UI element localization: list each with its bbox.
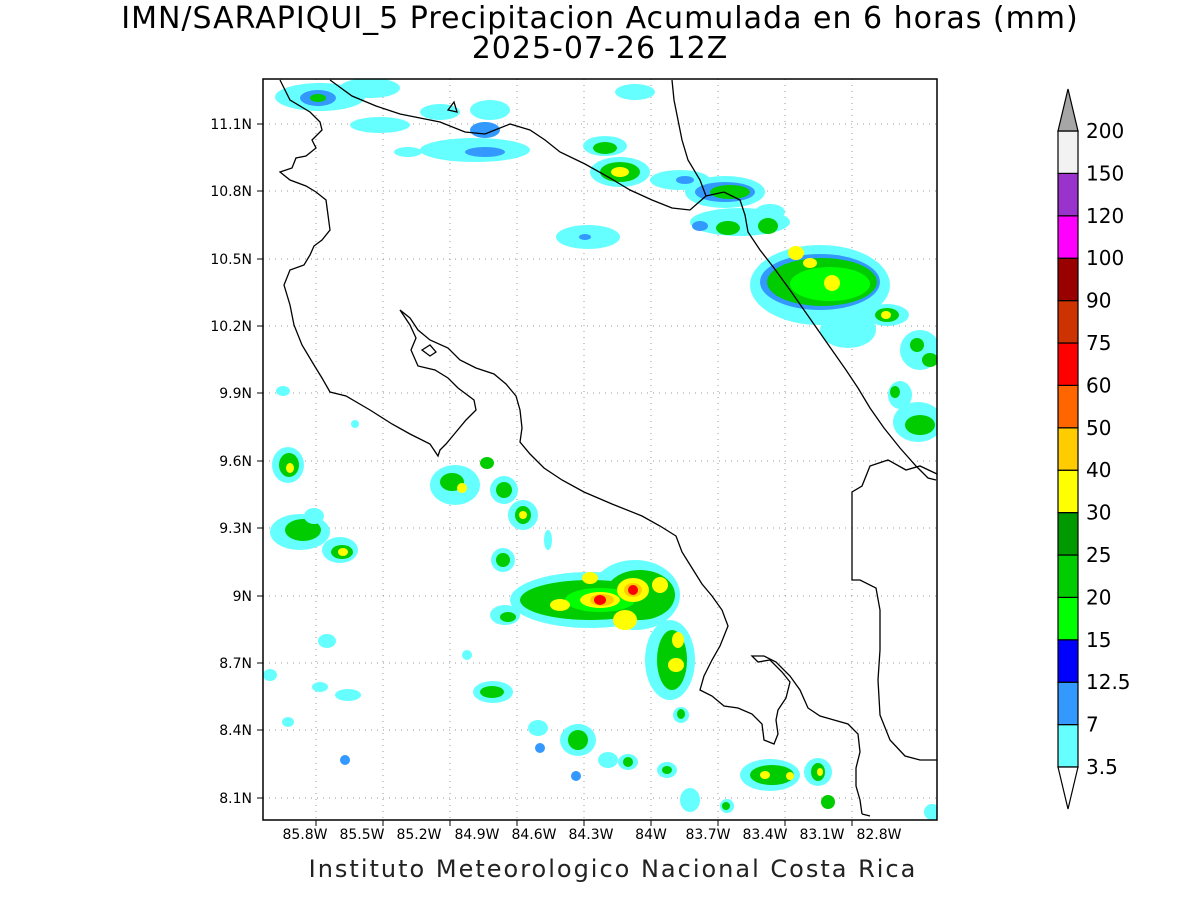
- colorbar-segment: [1057, 215, 1079, 259]
- lon-tick-label: 83.1W: [799, 827, 844, 843]
- colorbar-under-arrow: [1057, 766, 1079, 810]
- colorbar-segment: [1057, 596, 1079, 641]
- colorbar-label: 200: [1086, 119, 1124, 143]
- colorbar-segment: [1057, 172, 1079, 217]
- colorbar-label: 100: [1086, 246, 1124, 270]
- lat-tick-label: 10.8N: [210, 184, 252, 200]
- lat-tick-label: 9.9N: [219, 386, 252, 402]
- colorbar-segment: [1057, 681, 1079, 726]
- colorbar-label: 60: [1086, 373, 1111, 397]
- colorbar-over-arrow: [1057, 88, 1079, 132]
- colorbar-label: 50: [1086, 416, 1111, 440]
- lon-tick-label: 84.9W: [454, 827, 499, 843]
- colorbar-label: 3.5: [1086, 755, 1118, 779]
- lat-tick-label: 8.1N: [219, 791, 252, 807]
- colorbar-label: 20: [1086, 585, 1111, 609]
- lon-tick-label: 82.8W: [856, 827, 901, 843]
- colorbar-segment: [1057, 384, 1079, 429]
- colorbar-segment: [1057, 342, 1079, 387]
- lon-tick-label: 85.8W: [282, 827, 327, 843]
- lon-tick-label: 83.4W: [742, 827, 787, 843]
- lat-tick-label: 10.2N: [210, 319, 252, 335]
- colorbar-label: 90: [1086, 289, 1111, 313]
- axis-ticks: [257, 123, 853, 826]
- lat-tick-label: 8.7N: [219, 656, 252, 672]
- lat-tick-label: 9N: [233, 589, 252, 605]
- map-grid: [263, 79, 937, 820]
- colorbar-segment: [1057, 300, 1079, 344]
- colorbar-segment: [1057, 723, 1079, 768]
- colorbar-label: 75: [1086, 331, 1111, 355]
- lon-tick-label: 84.6W: [511, 827, 556, 843]
- precipitation-shading: [263, 79, 937, 820]
- colorbar-label: 150: [1086, 161, 1124, 185]
- colorbar-label: 25: [1086, 543, 1111, 567]
- lat-tick-labels: 11.1N 10.8N 10.5N 10.2N 9.9N 9.6N 9.3N 9…: [210, 117, 252, 807]
- map-title: IMN/SARAPIQUI_5 Precipitacion Acumulada …: [121, 1, 1079, 36]
- lat-tick-label: 10.5N: [210, 252, 252, 268]
- map-frame: [262, 78, 938, 821]
- lat-tick-label: 9.3N: [219, 521, 252, 537]
- colorbar-segment: [1057, 554, 1079, 599]
- colorbar: [1057, 88, 1079, 810]
- coastline: [278, 79, 937, 817]
- colorbar-segment: [1057, 511, 1079, 556]
- map-valid-time: 2025-07-26 12Z: [471, 31, 729, 66]
- lon-tick-labels: 85.8W 85.5W 85.2W 84.9W 84.6W 84.3W 84W …: [282, 827, 901, 843]
- colorbar-label: 15: [1086, 628, 1111, 652]
- lat-tick-label: 8.4N: [219, 723, 252, 739]
- colorbar-label: 30: [1086, 501, 1111, 525]
- lon-tick-label: 85.2W: [396, 827, 441, 843]
- colorbar-segment: [1057, 130, 1079, 175]
- colorbar-label: 120: [1086, 204, 1124, 228]
- colorbar-segment: [1057, 469, 1079, 514]
- lat-tick-label: 9.6N: [219, 454, 252, 470]
- colorbar-segment: [1057, 257, 1079, 302]
- lon-tick-label: 84W: [635, 827, 667, 843]
- colorbar-label: 7: [1086, 713, 1099, 737]
- colorbar-segment: [1057, 639, 1079, 683]
- colorbar-labels: 200 150 120 100 90 75 60 50 40 30 25 20 15 12.5 7 3.5: [1086, 119, 1131, 779]
- lon-tick-label: 83.7W: [685, 827, 730, 843]
- colorbar-label: 40: [1086, 458, 1111, 482]
- colorbar-label: 12.5: [1086, 670, 1131, 694]
- footer-credit: Instituto Meteorologico Nacional Costa R…: [308, 855, 918, 883]
- lon-tick-label: 85.5W: [339, 827, 384, 843]
- lat-tick-label: 11.1N: [210, 117, 252, 133]
- colorbar-segment: [1057, 427, 1079, 471]
- lon-tick-label: 84.3W: [568, 827, 613, 843]
